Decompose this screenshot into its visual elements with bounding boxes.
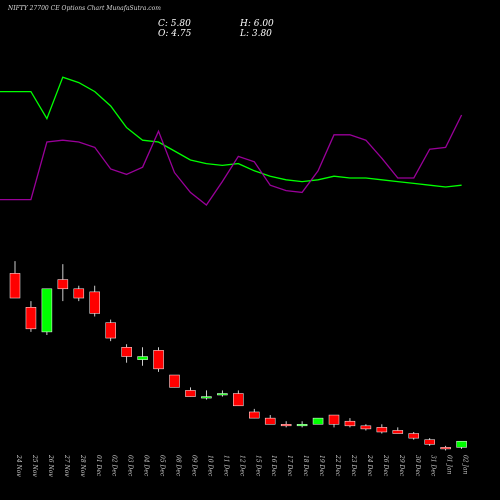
- candle-body: [201, 396, 212, 399]
- candle: [201, 390, 212, 400]
- green-indicator-line: [0, 76, 462, 188]
- x-tick-label: 01 Dec: [95, 455, 102, 477]
- candle: [360, 424, 372, 431]
- candle-body: [233, 393, 244, 407]
- x-tick-label: 02 Dec: [111, 455, 118, 477]
- candle-body: [456, 440, 467, 448]
- candle-body: [424, 439, 435, 445]
- candle-body: [169, 374, 180, 388]
- candle-body: [185, 390, 196, 397]
- candle: [280, 421, 292, 428]
- candle: [137, 347, 148, 366]
- candle: [296, 421, 308, 428]
- candle-body: [25, 307, 37, 330]
- x-tick-label: 03 Dec: [127, 455, 134, 477]
- x-tick-label: 05 Dec: [159, 455, 166, 477]
- candle: [73, 285, 85, 302]
- candle: [392, 427, 404, 434]
- candle: [376, 424, 388, 434]
- candle-body: [217, 393, 228, 396]
- x-tick-label: 18 Dec: [302, 455, 309, 477]
- candle: [408, 431, 419, 440]
- x-tick-label: 29 Dec: [398, 454, 405, 477]
- candle-body: [73, 288, 85, 299]
- candle-body: [9, 273, 21, 299]
- x-tick-label: 12 Dec: [238, 455, 245, 477]
- candle-body: [392, 430, 404, 434]
- candle-body: [376, 427, 388, 433]
- candle-body: [41, 288, 53, 333]
- candle: [456, 440, 467, 449]
- candle-body: [89, 291, 100, 314]
- candle: [424, 438, 435, 446]
- x-tick-label: 15 Dec: [254, 455, 261, 477]
- candle: [328, 414, 340, 428]
- candle: [344, 418, 356, 428]
- candle-body: [408, 433, 419, 439]
- candle-body: [105, 322, 116, 339]
- x-tick-label: 30 Dec: [414, 455, 421, 477]
- x-tick-label: 01 Jan: [446, 455, 453, 475]
- open-value: O: 4.75: [158, 29, 192, 39]
- candle: [9, 261, 21, 299]
- candle-body: [440, 447, 451, 450]
- candle: [153, 347, 164, 372]
- candle: [264, 415, 276, 425]
- candle-body: [153, 350, 164, 370]
- candle-body: [360, 425, 372, 430]
- candle: [121, 344, 132, 363]
- high-value: H: 6.00: [240, 19, 274, 29]
- x-tick-label: 11 Dec: [222, 455, 229, 477]
- x-tick-label: 24 Dec: [366, 454, 373, 477]
- x-tick-label: 17 Dec: [286, 455, 293, 477]
- x-tick-label: 19 Dec: [318, 455, 325, 477]
- candle: [185, 387, 196, 397]
- x-tick-label: 28 Nov: [79, 454, 86, 477]
- x-tick-label: 25 Nov: [31, 454, 38, 477]
- candle: [169, 374, 180, 388]
- candle: [312, 417, 324, 425]
- x-tick-label: 22 Dec: [334, 454, 341, 477]
- candle-body: [121, 347, 132, 357]
- x-tick-label: 24 Nov: [15, 454, 22, 477]
- x-tick-label: 08 Dec: [175, 455, 182, 477]
- candle-body: [57, 279, 69, 290]
- low-value: L: 3.80: [240, 29, 272, 39]
- x-tick-label: 27 Nov: [63, 454, 70, 477]
- candle: [440, 445, 451, 451]
- candle: [41, 288, 53, 335]
- x-tick-label: 31 Dec: [430, 455, 437, 477]
- candle: [57, 264, 69, 302]
- purple-indicator-line: [0, 114, 463, 206]
- candle-body: [296, 424, 308, 427]
- chart-title: NIFTY 27700 CE Options Chart MunafaSutra…: [8, 5, 161, 12]
- x-tick-label: 09 Dec: [190, 455, 197, 477]
- candle-body: [280, 424, 292, 427]
- close-value: C: 5.80: [158, 19, 191, 29]
- candle-body: [344, 420, 356, 427]
- candle-body: [312, 417, 324, 425]
- candle: [105, 319, 116, 342]
- x-tick-label: 16 Dec: [270, 455, 277, 477]
- x-tick-label: 10 Dec: [206, 455, 213, 477]
- x-tick-label: 04 Dec: [143, 455, 150, 477]
- x-tick-label: 26 Dec: [382, 454, 389, 477]
- candle: [233, 390, 244, 407]
- candle-body: [328, 414, 340, 425]
- candle: [249, 408, 260, 419]
- x-tick-label: 26 Nov: [47, 454, 54, 477]
- candle: [217, 390, 228, 397]
- candle: [89, 285, 100, 317]
- candle-body: [137, 356, 148, 360]
- x-tick-label: 02 Jan: [462, 455, 469, 475]
- x-tick-label: 23 Dec: [350, 454, 357, 477]
- candle-body: [264, 417, 276, 425]
- candle-body: [249, 411, 260, 419]
- candle: [25, 301, 37, 332]
